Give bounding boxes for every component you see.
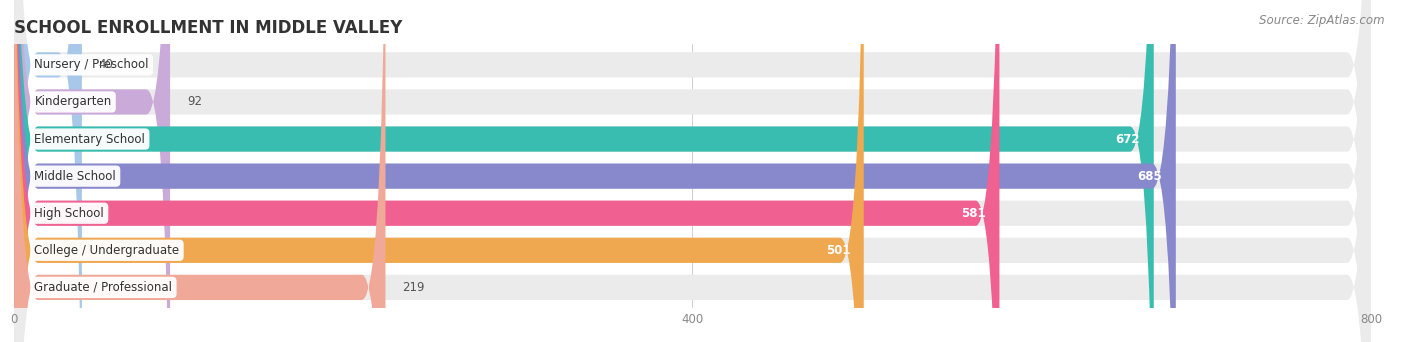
Text: 40: 40 [98, 58, 114, 71]
FancyBboxPatch shape [14, 0, 1371, 342]
FancyBboxPatch shape [14, 0, 863, 342]
FancyBboxPatch shape [14, 0, 170, 342]
Text: High School: High School [34, 207, 104, 220]
Text: 92: 92 [187, 95, 202, 108]
FancyBboxPatch shape [14, 0, 1371, 342]
Text: 685: 685 [1137, 170, 1163, 183]
Text: Kindergarten: Kindergarten [34, 95, 111, 108]
FancyBboxPatch shape [14, 0, 82, 342]
Text: Source: ZipAtlas.com: Source: ZipAtlas.com [1260, 14, 1385, 27]
FancyBboxPatch shape [14, 0, 1371, 342]
Text: Middle School: Middle School [34, 170, 117, 183]
Text: 501: 501 [825, 244, 851, 257]
FancyBboxPatch shape [14, 0, 1371, 342]
Text: SCHOOL ENROLLMENT IN MIDDLE VALLEY: SCHOOL ENROLLMENT IN MIDDLE VALLEY [14, 19, 402, 37]
Text: Nursery / Preschool: Nursery / Preschool [34, 58, 149, 71]
FancyBboxPatch shape [14, 0, 1371, 342]
FancyBboxPatch shape [14, 0, 1175, 342]
Text: 672: 672 [1116, 133, 1140, 146]
FancyBboxPatch shape [14, 0, 1000, 342]
FancyBboxPatch shape [14, 0, 1371, 342]
Text: College / Undergraduate: College / Undergraduate [34, 244, 180, 257]
FancyBboxPatch shape [14, 0, 385, 342]
Text: Elementary School: Elementary School [34, 133, 145, 146]
FancyBboxPatch shape [14, 0, 1371, 342]
FancyBboxPatch shape [14, 0, 1154, 342]
Text: 581: 581 [962, 207, 986, 220]
Text: Graduate / Professional: Graduate / Professional [34, 281, 173, 294]
Text: 219: 219 [402, 281, 425, 294]
